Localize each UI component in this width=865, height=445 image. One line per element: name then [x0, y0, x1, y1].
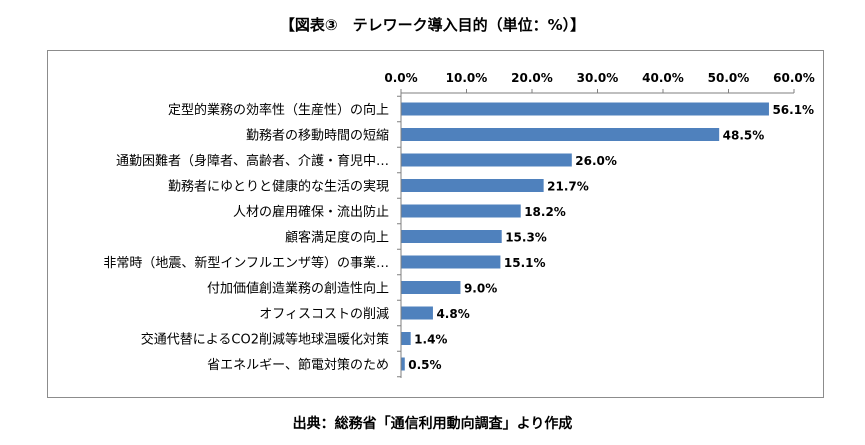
bar: [401, 357, 405, 371]
x-tick-label: 60.0%: [773, 71, 815, 85]
category-label: 人材の雇用確保・流出防止: [233, 204, 389, 220]
x-tick-label: 0.0%: [384, 71, 417, 85]
category-label: 定型的業務の効率性（生産性）の向上: [168, 102, 389, 118]
data-label: 56.1%: [772, 103, 814, 117]
category-label: 非常時（地震、新型インフルエンザ等）の事業…: [103, 255, 389, 271]
chart-title: 【図表③ テレワーク導入目的（単位：%）】: [279, 16, 586, 34]
bar: [401, 179, 544, 192]
bar: [401, 102, 769, 116]
category-label: 省エネルギー、節電対策のため: [207, 357, 389, 373]
data-label: 15.1%: [504, 256, 546, 270]
category-label: オフィスコストの削減: [259, 306, 389, 322]
category-label: 通勤困難者（身障者、高齢者、介護・育児中…: [116, 153, 389, 169]
category-label: 勤務者にゆとりと健康的な生活の実現: [168, 179, 389, 195]
data-label: 18.2%: [524, 205, 566, 219]
bar: [401, 128, 720, 141]
bar: [401, 153, 572, 167]
x-tick-label: 50.0%: [708, 71, 750, 85]
data-label: 15.3%: [505, 231, 547, 245]
x-tick-label: 10.0%: [446, 71, 488, 85]
x-tick-label: 30.0%: [577, 71, 619, 85]
data-label: 9.0%: [464, 282, 497, 296]
bar: [401, 306, 433, 320]
data-label: 26.0%: [575, 154, 617, 168]
data-label: 0.5%: [408, 358, 441, 372]
data-label: 48.5%: [723, 129, 765, 143]
category-label: 勤務者の移動時間の短縮: [246, 128, 389, 144]
x-tick-label: 20.0%: [511, 71, 553, 85]
bar: [401, 255, 501, 269]
data-label: 4.8%: [436, 307, 469, 321]
data-label: 21.7%: [547, 180, 589, 194]
bar: [401, 230, 502, 243]
x-tick-label: 40.0%: [642, 71, 684, 85]
bar: [401, 332, 411, 345]
category-label: 交通代替によるCO2削減等地球温暖化対策: [141, 332, 389, 348]
category-label: 顧客満足度の向上: [285, 230, 389, 246]
data-label: 1.4%: [414, 333, 447, 347]
category-label: 付加価値創造業務の創造性向上: [207, 281, 389, 297]
bar: [401, 204, 521, 218]
bar: [401, 281, 461, 294]
source-note: 出典：総務省「通信利用動向調査」より作成: [292, 416, 573, 432]
